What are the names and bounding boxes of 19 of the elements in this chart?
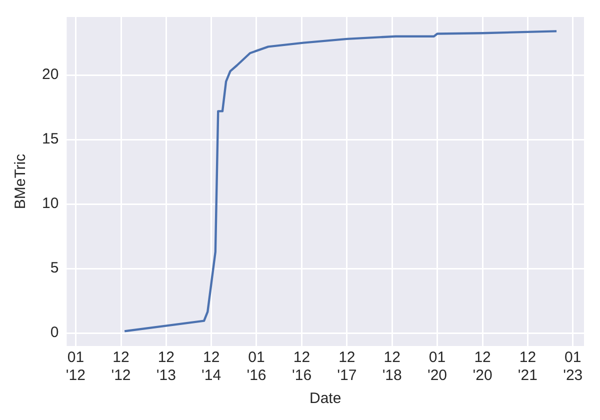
y-tick-label: 10 <box>42 195 59 212</box>
x-tick-label: 12 '13 <box>156 349 176 384</box>
x-tick-label: 12 '21 <box>518 349 538 384</box>
x-tick-label: 01 '20 <box>427 349 448 384</box>
x-tick-label: 12 '17 <box>337 349 357 384</box>
x-tick-label: 12 '20 <box>472 349 492 384</box>
x-axis-title: Date <box>310 390 342 408</box>
y-tick-label: 15 <box>42 130 59 148</box>
x-tick-label: 01 '23 <box>563 349 583 384</box>
y-axis-title: BMeTric <box>12 153 30 210</box>
y-tick-label: 20 <box>42 66 59 84</box>
y-tick-label: 5 <box>50 260 59 277</box>
x-tick-label: 12 '14 <box>202 349 222 384</box>
x-tick-label: 01 '16 <box>246 349 266 384</box>
x-tick-label: 12 '12 <box>111 349 131 384</box>
x-tick-label: 12 '18 <box>382 349 402 384</box>
x-tick-label: 12 '16 <box>292 349 312 384</box>
x-tick-label: 01 '12 <box>66 349 86 384</box>
y-tick-label: 0 <box>50 324 59 342</box>
